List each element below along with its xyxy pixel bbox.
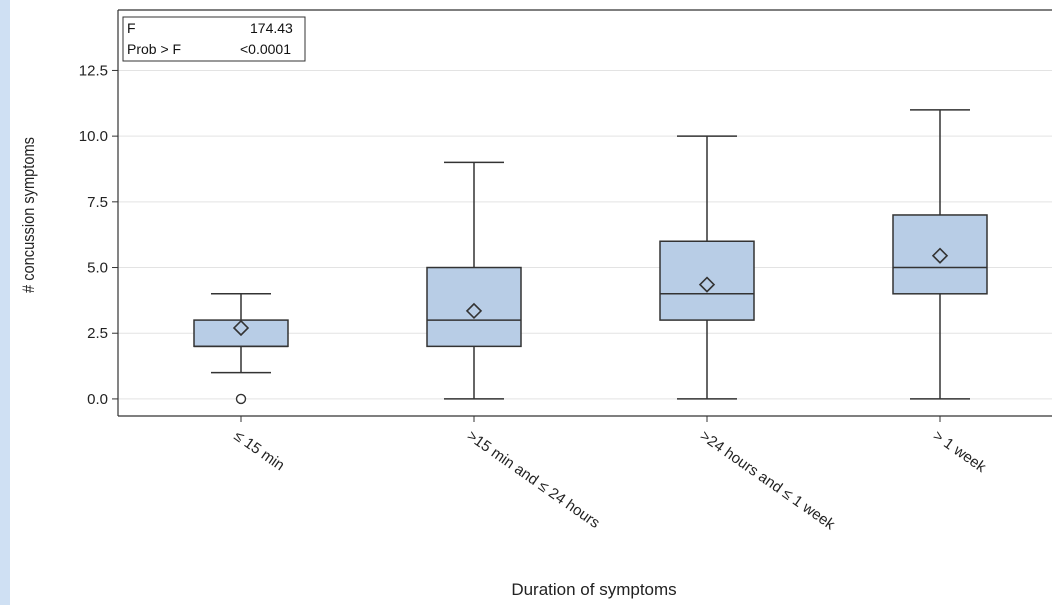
stats-f-value: 174.43 — [250, 20, 293, 36]
x-axis-title: Duration of symptoms — [511, 580, 676, 599]
x-category-label: >15 min and ≤ 24 hours — [464, 427, 603, 532]
box-group — [193, 293, 289, 405]
mean-marker — [465, 302, 483, 320]
mean-marker — [931, 247, 949, 264]
y-tick-label: 0.0 — [87, 391, 108, 408]
x-category-labels: ≤ 15 min >15 min and ≤ 24 hours >24 hours … — [231, 427, 990, 533]
y-tick-label: 5.0 — [87, 260, 108, 277]
x-category-label: >24 hours and ≤ 1 week — [697, 427, 839, 533]
figure-panel: 0.0 2.5 5.0 7.5 10.0 12.5 ≤ 15 min >15 min and… — [10, 0, 1052, 605]
iqr-box — [892, 214, 988, 295]
stats-p-value: <0.0001 — [240, 41, 291, 57]
iqr-box — [193, 319, 289, 348]
y-tick-label: 7.5 — [87, 194, 108, 211]
stats-f-label: F — [127, 20, 136, 36]
x-category-label: ≤ 15 min — [231, 427, 288, 474]
x-category-label: > 1 week — [930, 427, 990, 476]
y-tick-label: 2.5 — [87, 325, 108, 342]
mean-marker — [698, 276, 716, 293]
iqr-box — [659, 240, 755, 321]
box-group — [659, 135, 755, 400]
outlier-point — [235, 393, 247, 405]
box-group — [426, 161, 522, 400]
y-tick-label: 10.0 — [79, 128, 108, 145]
axes — [112, 9, 1052, 422]
y-tick-labels: 0.0 2.5 5.0 7.5 10.0 12.5 — [79, 62, 108, 407]
mean-marker — [232, 319, 250, 337]
y-tick-label: 12.5 — [79, 62, 108, 79]
boxes — [193, 109, 988, 405]
iqr-box — [426, 266, 522, 348]
box-group — [892, 109, 988, 400]
stats-box-frame — [122, 16, 306, 62]
stats-box: F 174.43 Prob > F <0.0001 — [122, 16, 306, 62]
box-plot-chart: 0.0 2.5 5.0 7.5 10.0 12.5 ≤ 15 min >15 min and… — [20, 9, 1052, 599]
stats-p-label: Prob > F — [127, 41, 181, 57]
y-axis-title: # concussion symptoms — [20, 137, 38, 293]
